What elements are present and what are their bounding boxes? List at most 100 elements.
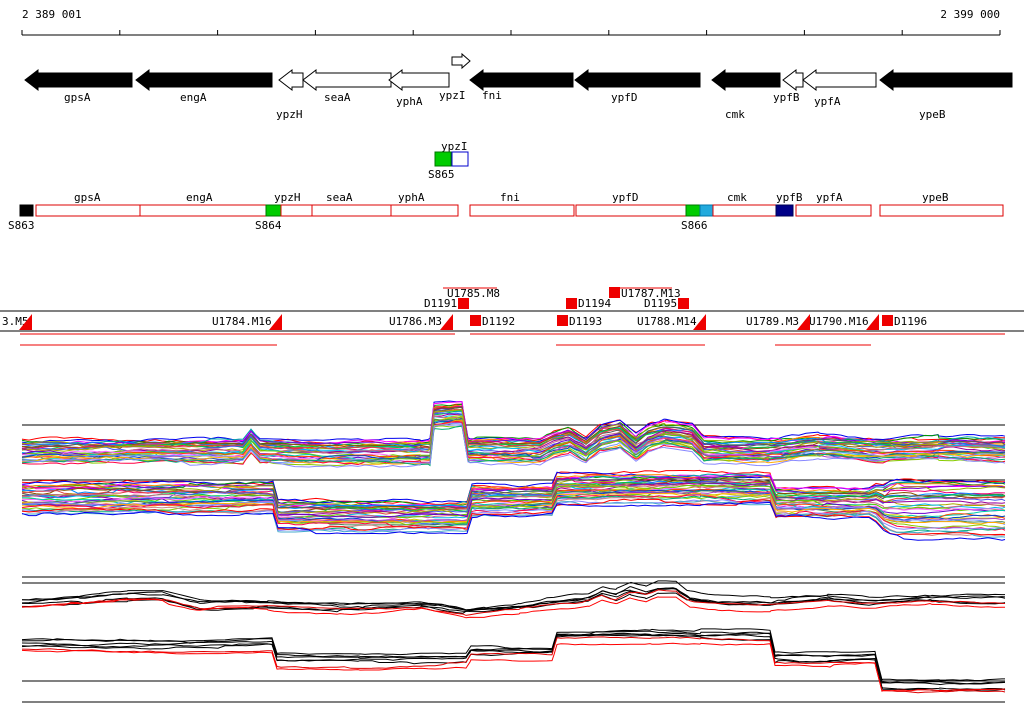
profile-line [21, 406, 1005, 450]
probe-label-U1788.M14: U1788.M14 [637, 315, 697, 328]
profile-line [21, 596, 1005, 619]
probe-square[interactable] [557, 315, 568, 326]
gene-label-seaA: seaA [324, 91, 351, 104]
probe-label-U1785.M8: U1785.M8 [447, 287, 500, 300]
gene-label-ypfD: ypfD [611, 91, 638, 104]
probe-triangle[interactable] [269, 314, 282, 330]
gene-label-engA: engA [180, 91, 207, 104]
probe-label-D1191: D1191 [424, 297, 457, 310]
profile-line [21, 425, 1006, 467]
gene-arrow-gpsA[interactable] [24, 68, 133, 92]
gene-arrow-ypzH[interactable] [278, 68, 304, 92]
segment-box[interactable] [685, 204, 701, 217]
profile-line [21, 410, 1006, 451]
profile-line [21, 413, 1006, 456]
feature-box[interactable] [451, 151, 469, 167]
profile-line [21, 424, 1006, 468]
segment-label-fni: fni [500, 191, 520, 204]
profile-line [21, 403, 1006, 445]
segment-box[interactable] [265, 204, 282, 217]
segment-label-ypzH: ypzH [274, 191, 301, 204]
gene-arrow-ypfA[interactable] [802, 68, 877, 92]
segment-box[interactable] [35, 204, 141, 217]
probe-label-D1192: D1192 [482, 315, 515, 328]
probe-triangle[interactable] [440, 314, 453, 330]
feature-marker-S865: S865 [428, 168, 455, 181]
segment-box[interactable] [311, 204, 392, 217]
probe-label-U1790.M16: U1790.M16 [809, 315, 869, 328]
segment-label-seaA: seaA [326, 191, 353, 204]
probe-label-D1195: D1195 [644, 297, 677, 310]
gene-label-fni: fni [482, 89, 502, 102]
gene-arrow-ypfB[interactable] [782, 68, 804, 92]
segment-label-ypfA: ypfA [816, 191, 843, 204]
segment-box[interactable] [280, 204, 313, 217]
probe-square[interactable] [566, 298, 577, 309]
segment-box[interactable] [575, 204, 687, 217]
feature-label-ypzI: ypzI [441, 140, 468, 153]
gene-arrow-ypeB[interactable] [879, 68, 1013, 92]
gene-label-yphA: yphA [396, 95, 423, 108]
profile-line [21, 498, 1006, 536]
segment-box[interactable] [19, 204, 34, 217]
gene-arrow-ypzI[interactable] [451, 52, 471, 70]
segment-box[interactable] [795, 204, 872, 217]
segment-marker-S866: S866 [681, 219, 708, 232]
probe-triangle[interactable] [866, 314, 879, 330]
probe-square[interactable] [678, 298, 689, 309]
ruler-start-label: 2 389 001 [22, 8, 82, 21]
probe-square[interactable] [609, 287, 620, 298]
gene-arrow-seaA[interactable] [302, 68, 392, 92]
ruler-end-label: 2 399 000 [940, 8, 1000, 21]
probe-label-D1194: D1194 [578, 297, 611, 310]
gene-label-gpsA: gpsA [64, 91, 91, 104]
gene-arrow-cmk[interactable] [711, 68, 781, 92]
profile-line [21, 634, 1006, 692]
probe-square[interactable] [882, 315, 893, 326]
profile-line [21, 400, 1006, 444]
segment-box[interactable] [139, 204, 268, 217]
probe-triangle[interactable] [19, 314, 32, 330]
gene-arrow-ypfD[interactable] [574, 68, 701, 92]
segment-box[interactable] [699, 204, 714, 217]
profile-line [21, 501, 1006, 541]
profile-line [21, 408, 1006, 453]
segment-box[interactable] [712, 204, 777, 217]
feature-box[interactable] [434, 151, 452, 167]
segment-marker-S864: S864 [255, 219, 282, 232]
probe-square[interactable] [470, 315, 481, 326]
segment-label-cmk: cmk [727, 191, 747, 204]
probe-square[interactable] [458, 298, 469, 309]
segment-box[interactable] [390, 204, 459, 217]
probe-label-D1196: D1196 [894, 315, 927, 328]
segment-box[interactable] [469, 204, 575, 217]
probe-triangle[interactable] [693, 314, 706, 330]
profile-line [21, 401, 1006, 446]
probe-label-U1784.M16: U1784.M16 [212, 315, 272, 328]
probe-triangle[interactable] [797, 314, 810, 330]
profile-line [22, 580, 1006, 611]
profile-line [21, 636, 1006, 694]
segment-box[interactable] [879, 204, 1004, 217]
probe-label-U1787.M13: U1787.M13 [621, 287, 681, 300]
profile-line [21, 478, 1006, 510]
gene-arrow-engA[interactable] [135, 68, 273, 92]
segment-marker-S863: S863 [8, 219, 35, 232]
profile-line [21, 589, 1006, 616]
profile-line [21, 632, 1006, 691]
gene-label-ypeB: ypeB [919, 108, 946, 121]
gene-label-ypfA: ypfA [814, 95, 841, 108]
gene-label-cmk: cmk [725, 108, 745, 121]
segment-box[interactable] [775, 204, 794, 217]
gene-arrow-fni[interactable] [469, 68, 574, 92]
profile-line [21, 592, 1006, 613]
probe-label-U1786.M3: U1786.M3 [389, 315, 442, 328]
gene-label-ypzH: ypzH [276, 108, 303, 121]
gene-arrow-yphA[interactable] [388, 68, 450, 92]
profile-line [21, 494, 1006, 531]
segment-label-ypfD: ypfD [612, 191, 639, 204]
profile-line [21, 414, 1005, 456]
segment-label-ypeB: ypeB [922, 191, 949, 204]
segment-label-engA: engA [186, 191, 213, 204]
